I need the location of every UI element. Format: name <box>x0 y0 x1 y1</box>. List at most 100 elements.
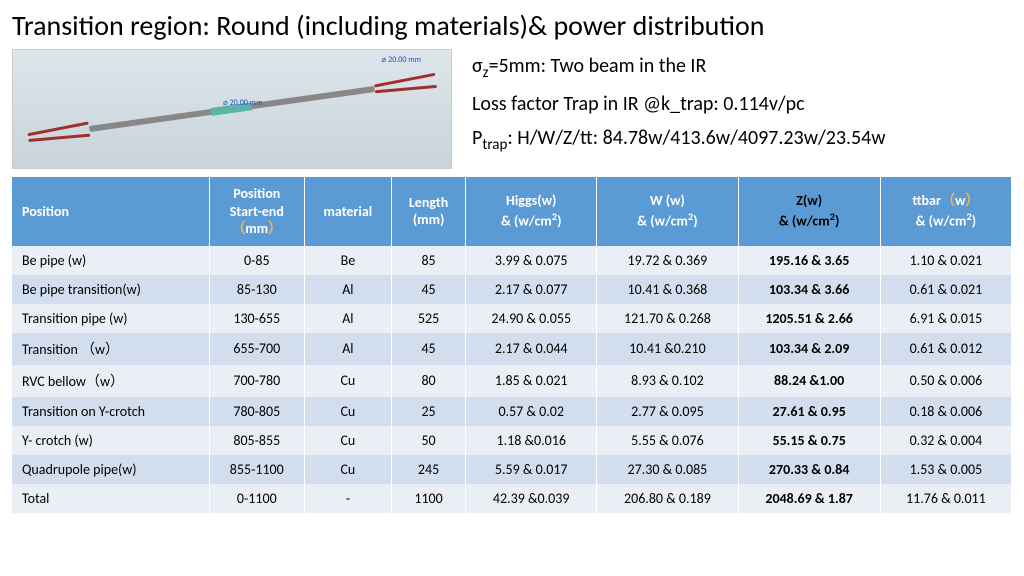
table-cell: 27.30 & 0.085 <box>597 455 738 484</box>
table-cell: 1.10 & 0.021 <box>880 246 1011 275</box>
table-cell: 0-1100 <box>209 484 304 513</box>
table-row: RVC bellow（w）700-780Cu801.85 & 0.0218.93… <box>12 365 1012 397</box>
table-cell: 655-700 <box>209 333 304 365</box>
table-body: Be pipe (w)0-85Be853.99 & 0.07519.72 & 0… <box>12 246 1012 513</box>
table-cell: 10.41 & 0.368 <box>597 275 738 304</box>
table-cell: 2048.69 & 1.87 <box>738 484 880 513</box>
table-cell: 42.39 &0.039 <box>466 484 597 513</box>
table-cell: Quadrupole pipe(w) <box>12 455 209 484</box>
table-cell: 0-85 <box>209 246 304 275</box>
table-cell: 0.32 & 0.004 <box>880 426 1011 455</box>
table-cell: Total <box>12 484 209 513</box>
table-cell: 80 <box>392 365 466 397</box>
table-cell: 27.61 & 0.95 <box>738 397 880 426</box>
cad-render: ⌀ 20.00 mm ⌀ 20.00 mm <box>12 49 452 169</box>
table-cell: - <box>304 484 391 513</box>
table-row: Transition （w）655-700Al452.17 & 0.04410.… <box>12 333 1012 365</box>
table-cell: 121.70 & 0.268 <box>597 304 738 333</box>
table-cell: 0.18 & 0.006 <box>880 397 1011 426</box>
table-cell: 3.99 & 0.075 <box>466 246 597 275</box>
table-cell: 5.59 & 0.017 <box>466 455 597 484</box>
table-cell: 24.90 & 0.055 <box>466 304 597 333</box>
table-cell: 1.53 & 0.005 <box>880 455 1011 484</box>
table-cell: Transition on Y-crotch <box>12 397 209 426</box>
table-cell: 0.61 & 0.012 <box>880 333 1011 365</box>
table-cell: 10.41 &0.210 <box>597 333 738 365</box>
table-row: Be pipe transition(w)85-130Al452.17 & 0.… <box>12 275 1012 304</box>
col-header-3: Length(mm) <box>392 177 466 246</box>
slide-title: Transition region: Round (including mate… <box>12 8 1012 43</box>
table-cell: 50 <box>392 426 466 455</box>
table-cell: 780-805 <box>209 397 304 426</box>
table-cell: 1.18 &0.016 <box>466 426 597 455</box>
slide: Transition region: Round (including mate… <box>0 0 1024 576</box>
col-header-2: material <box>304 177 391 246</box>
table-cell: 45 <box>392 333 466 365</box>
table-cell: 2.77 & 0.095 <box>597 397 738 426</box>
table-cell: 130-655 <box>209 304 304 333</box>
col-header-7: ttbar（w）& (w/cm2) <box>880 177 1011 246</box>
table-cell: 855-1100 <box>209 455 304 484</box>
table-cell: Be pipe (w) <box>12 246 209 275</box>
table-cell: 6.91 & 0.015 <box>880 304 1011 333</box>
table-row: Transition on Y-crotch780-805Cu250.57 & … <box>12 397 1012 426</box>
table-cell: Al <box>304 275 391 304</box>
table-cell: 2.17 & 0.077 <box>466 275 597 304</box>
table-cell: Cu <box>304 365 391 397</box>
table-row: Quadrupole pipe(w)855-1100Cu2455.59 & 0.… <box>12 455 1012 484</box>
table-cell: 525 <box>392 304 466 333</box>
table-cell: 1100 <box>392 484 466 513</box>
table-cell: Be pipe transition(w) <box>12 275 209 304</box>
table-cell: 0.61 & 0.021 <box>880 275 1011 304</box>
table-cell: 85-130 <box>209 275 304 304</box>
table-row: Be pipe (w)0-85Be853.99 & 0.07519.72 & 0… <box>12 246 1012 275</box>
table-cell: Cu <box>304 397 391 426</box>
table-cell: 1205.51 & 2.66 <box>738 304 880 333</box>
table-cell: 0.57 & 0.02 <box>466 397 597 426</box>
table-cell: 1.85 & 0.021 <box>466 365 597 397</box>
table-cell: 0.50 & 0.006 <box>880 365 1011 397</box>
table-cell: 103.34 & 2.09 <box>738 333 880 365</box>
info-text: σz=5mm: Two beam in the IR Loss factor T… <box>472 49 1012 169</box>
info-line-3: Ptrap: H/W/Z/tt: 84.78w/413.6w/4097.23w/… <box>472 121 1012 159</box>
table-cell: 2.17 & 0.044 <box>466 333 597 365</box>
col-header-0: Position <box>12 177 209 246</box>
col-header-4: Higgs(w)& (w/cm2) <box>466 177 597 246</box>
table-cell: 270.33 & 0.84 <box>738 455 880 484</box>
table-row: Transition pipe (w)130-655Al52524.90 & 0… <box>12 304 1012 333</box>
table-cell: RVC bellow（w） <box>12 365 209 397</box>
table-cell: 11.76 & 0.011 <box>880 484 1011 513</box>
table-cell: Cu <box>304 426 391 455</box>
col-header-1: PositionStart-end（mm） <box>209 177 304 246</box>
beam-pipe-graphic <box>28 77 437 140</box>
table-cell: 805-855 <box>209 426 304 455</box>
table-cell: 19.72 & 0.369 <box>597 246 738 275</box>
table-cell: 103.34 & 3.66 <box>738 275 880 304</box>
table-cell: 25 <box>392 397 466 426</box>
table-row: Y- crotch (w)805-855Cu501.18 &0.0165.55 … <box>12 426 1012 455</box>
table-cell: 700-780 <box>209 365 304 397</box>
table-cell: Y- crotch (w) <box>12 426 209 455</box>
table-cell: 55.15 & 0.75 <box>738 426 880 455</box>
table-cell: 5.55 & 0.076 <box>597 426 738 455</box>
col-header-5: W (w)& (w/cm2) <box>597 177 738 246</box>
table-cell: 245 <box>392 455 466 484</box>
pipe-fork-right <box>374 74 437 94</box>
pipe-fork-left <box>27 123 90 143</box>
table-cell: 45 <box>392 275 466 304</box>
table-cell: Al <box>304 304 391 333</box>
table-header: PositionPositionStart-end（mm）materialLen… <box>12 177 1012 246</box>
table-cell: Transition pipe (w) <box>12 304 209 333</box>
table-row: Total0-1100-110042.39 &0.039206.80 & 0.1… <box>12 484 1012 513</box>
table-cell: 195.16 & 3.65 <box>738 246 880 275</box>
table-cell: 85 <box>392 246 466 275</box>
table-cell: Al <box>304 333 391 365</box>
dimension-label-1: ⌀ 20.00 mm <box>382 55 421 65</box>
table-cell: Transition （w） <box>12 333 209 365</box>
upper-region: ⌀ 20.00 mm ⌀ 20.00 mm σz=5mm: Two beam i… <box>12 49 1012 169</box>
table-cell: Be <box>304 246 391 275</box>
table-cell: 206.80 & 0.189 <box>597 484 738 513</box>
info-line-1: σz=5mm: Two beam in the IR <box>472 49 1012 87</box>
col-header-6: Z(w)& (w/cm2) <box>738 177 880 246</box>
table-cell: Cu <box>304 455 391 484</box>
